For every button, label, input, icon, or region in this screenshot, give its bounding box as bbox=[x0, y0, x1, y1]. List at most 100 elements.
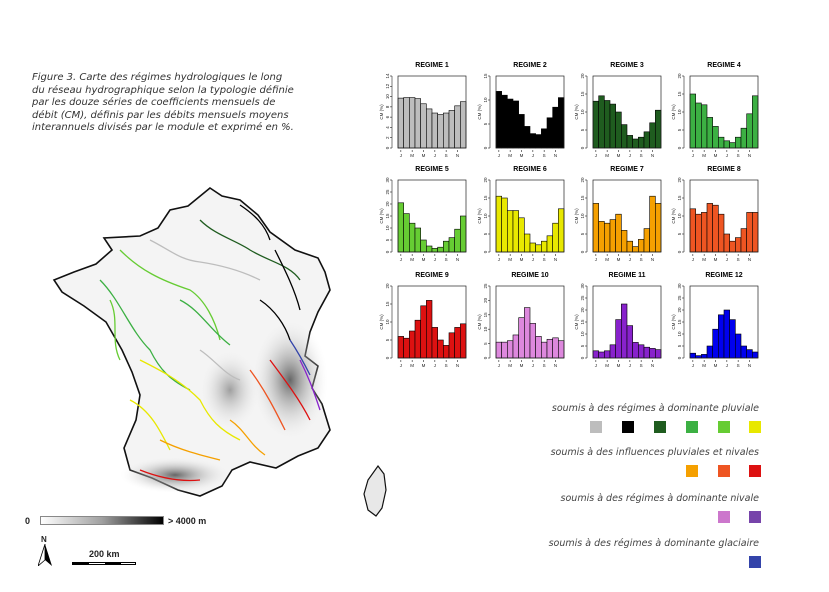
x-tick-label: N bbox=[651, 257, 654, 262]
x-tick-label: M bbox=[508, 257, 512, 262]
chart-title: REGIME 4 bbox=[707, 62, 741, 69]
bar bbox=[529, 242, 536, 253]
y-tick-label: 25 bbox=[677, 295, 682, 301]
bar bbox=[454, 327, 461, 359]
x-tick-label: S bbox=[445, 257, 448, 262]
bar bbox=[706, 345, 713, 359]
x-tick-label: J bbox=[400, 153, 402, 158]
x-tick-label: N bbox=[651, 153, 654, 158]
bar bbox=[638, 344, 645, 359]
bar bbox=[541, 128, 548, 149]
x-tick-label: J bbox=[726, 257, 728, 262]
y-tick-label: 20 bbox=[385, 283, 390, 289]
x-tick-label: S bbox=[445, 363, 448, 368]
bar bbox=[735, 333, 742, 359]
bar bbox=[558, 208, 565, 253]
x-tick-label: S bbox=[640, 363, 643, 368]
x-tick-label: M bbox=[714, 153, 718, 158]
bar bbox=[604, 222, 611, 253]
x-tick-label: M bbox=[422, 363, 426, 368]
scale-label: 200 km bbox=[89, 549, 120, 559]
bar bbox=[609, 344, 616, 359]
y-tick-label: 20 bbox=[483, 297, 488, 303]
y-tick-label: 30 bbox=[385, 177, 390, 183]
y-tick-label: 10 bbox=[677, 109, 682, 115]
bar bbox=[420, 239, 427, 253]
bar bbox=[723, 140, 730, 149]
bar bbox=[649, 122, 656, 149]
legend-swatch bbox=[749, 511, 761, 523]
plot-frame bbox=[689, 285, 759, 359]
bar bbox=[632, 342, 639, 359]
y-tick-label: 10 bbox=[385, 94, 390, 100]
y-tick-label: 8 bbox=[385, 105, 390, 108]
bar bbox=[740, 127, 747, 149]
bar bbox=[507, 340, 514, 359]
regime-chart-4: REGIME 4 0 5 10 15 20 CM (%) J M M J S N bbox=[671, 62, 759, 158]
x-tick-label: J bbox=[532, 257, 534, 262]
legend-swatch bbox=[622, 421, 634, 433]
plot-frame bbox=[495, 285, 565, 359]
bar bbox=[535, 134, 542, 149]
x-tick-label: J bbox=[692, 153, 694, 158]
x-tick-label: M bbox=[617, 153, 621, 158]
plot-frame bbox=[397, 179, 467, 253]
regime-chart-5: REGIME 5 0 5 10 15 20 25 30 CM (%) J M M J S N bbox=[379, 166, 467, 262]
bar bbox=[397, 97, 404, 149]
x-tick-label: S bbox=[737, 363, 740, 368]
bar bbox=[712, 204, 719, 253]
bar bbox=[546, 235, 553, 253]
y-tick-label: 30 bbox=[677, 283, 682, 289]
bar bbox=[403, 213, 410, 253]
bar bbox=[426, 300, 433, 359]
bar bbox=[729, 319, 736, 359]
bar bbox=[615, 111, 622, 149]
bar bbox=[655, 349, 662, 359]
legend-swatch bbox=[718, 511, 730, 523]
bar bbox=[621, 230, 628, 253]
bar bbox=[501, 341, 508, 359]
legend-swatch bbox=[718, 465, 730, 477]
x-tick-label: J bbox=[595, 363, 597, 368]
x-tick-label: J bbox=[692, 257, 694, 262]
bar bbox=[454, 228, 461, 253]
y-tick-label: 5 bbox=[385, 338, 390, 341]
bar bbox=[689, 208, 696, 253]
x-tick-label: M bbox=[410, 363, 414, 368]
x-tick-label: J bbox=[629, 257, 631, 262]
chart-title: REGIME 1 bbox=[415, 62, 449, 69]
bar bbox=[501, 94, 508, 149]
bar bbox=[460, 323, 467, 359]
bar bbox=[592, 350, 599, 359]
bar bbox=[529, 133, 536, 149]
y-tick-label: 10 bbox=[483, 97, 488, 103]
bar bbox=[518, 217, 525, 253]
y-tick-label: 15 bbox=[580, 319, 585, 325]
y-tick-label: 5 bbox=[677, 232, 682, 235]
bar bbox=[746, 349, 753, 359]
bar bbox=[414, 319, 421, 359]
bar bbox=[604, 350, 611, 359]
y-tick-label: 10 bbox=[483, 213, 488, 219]
y-tick-label: 25 bbox=[385, 189, 390, 195]
y-tick-label: 10 bbox=[385, 225, 390, 231]
bar bbox=[512, 100, 519, 149]
bar bbox=[448, 332, 455, 359]
legend-swatch bbox=[590, 421, 602, 433]
legend-group-label: soumis à des influences pluviales et niv… bbox=[550, 447, 759, 458]
corsica-outline bbox=[363, 464, 387, 517]
bar bbox=[752, 212, 759, 253]
bar bbox=[740, 345, 747, 359]
y-tick-label: 0 bbox=[580, 250, 585, 253]
x-tick-label: M bbox=[714, 363, 718, 368]
bar bbox=[615, 213, 622, 253]
y-tick-label: 10 bbox=[677, 213, 682, 219]
bar bbox=[632, 138, 639, 149]
bar bbox=[655, 109, 662, 149]
bar bbox=[643, 131, 650, 149]
bar bbox=[746, 113, 753, 149]
north-arrow-icon bbox=[37, 543, 52, 568]
chart-title: REGIME 5 bbox=[415, 166, 449, 173]
x-tick-label: M bbox=[714, 257, 718, 262]
bar bbox=[718, 314, 725, 359]
